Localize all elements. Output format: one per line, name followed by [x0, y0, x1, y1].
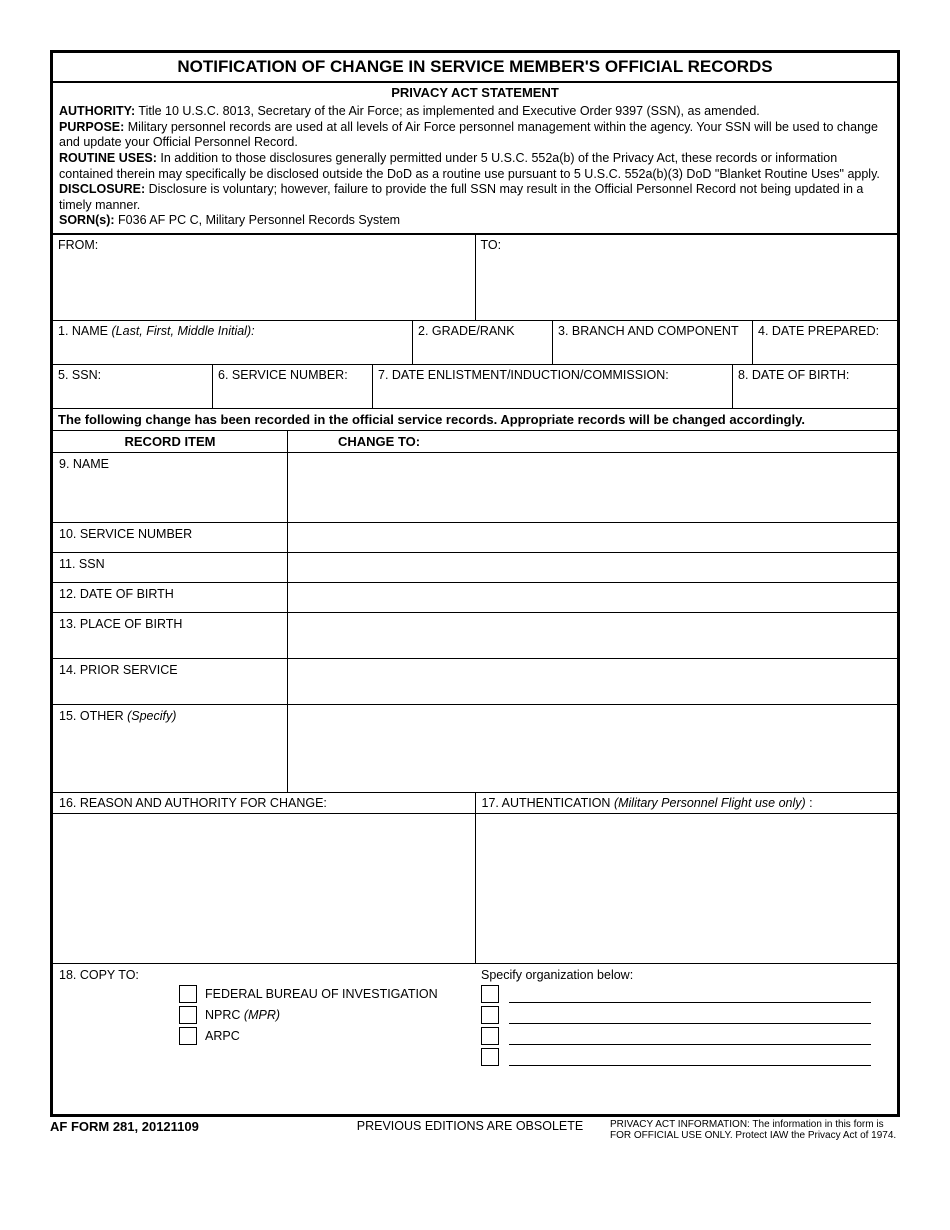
nprc-text: NPRC [205, 1008, 244, 1022]
name-label: 1. NAME [58, 324, 112, 338]
disclosure-label: DISCLOSURE: [59, 182, 145, 196]
ssn-field[interactable]: 5. SSN: [53, 365, 213, 408]
copy-to-left: 18. COPY TO: FEDERAL BUREAU OF INVESTIGA… [53, 964, 475, 1114]
org-checkbox-2[interactable] [481, 1006, 499, 1024]
name-field[interactable]: 1. NAME (Last, First, Middle Initial): [53, 321, 413, 364]
authority-label: AUTHORITY: [59, 104, 135, 118]
checkbox-row-arpc: ARPC [179, 1027, 469, 1045]
record-11-label: 11. SSN [53, 553, 288, 582]
org-line-3[interactable] [509, 1027, 871, 1045]
record-10-label: 10. SERVICE NUMBER [53, 523, 288, 552]
branch-field[interactable]: 3. BRANCH AND COMPONENT [553, 321, 753, 364]
routine-text: In addition to those disclosures general… [59, 151, 880, 181]
form-id: AF FORM 281, 20121109 [50, 1119, 330, 1141]
copy-to-label: 18. COPY TO: [59, 968, 469, 982]
auth-colon: : [806, 796, 813, 810]
form-title: NOTIFICATION OF CHANGE IN SERVICE MEMBER… [53, 53, 897, 83]
from-label: FROM: [58, 238, 98, 252]
nprc-label: NPRC (MPR) [205, 1008, 280, 1022]
auth-hint: (Military Personnel Flight use only) [614, 796, 806, 810]
name-hint: (Last, First, Middle Initial): [112, 324, 255, 338]
row-ssn-service: 5. SSN: 6. SERVICE NUMBER: 7. DATE ENLIS… [53, 365, 897, 409]
record-row-prior-service: 14. PRIOR SERVICE [53, 659, 897, 705]
org-line-1[interactable] [509, 985, 871, 1003]
record-11-value[interactable] [288, 553, 897, 582]
record-15-label: 15. OTHER (Specify) [53, 705, 288, 792]
obsolete-notice: PREVIOUS EDITIONS ARE OBSOLETE [330, 1119, 610, 1141]
org-row-4 [481, 1048, 891, 1066]
reason-auth-body-row [53, 814, 897, 964]
authority-text: Title 10 U.S.C. 8013, Secretary of the A… [135, 104, 760, 118]
date-prepared-field[interactable]: 4. DATE PREPARED: [753, 321, 897, 364]
record-header-row: RECORD ITEM CHANGE TO: [53, 431, 897, 453]
org-checkbox-1[interactable] [481, 985, 499, 1003]
to-label: TO: [481, 238, 502, 252]
record-10-value[interactable] [288, 523, 897, 552]
record-item-header: RECORD ITEM [53, 431, 288, 452]
record-13-value[interactable] [288, 613, 897, 658]
record-15-value[interactable] [288, 705, 897, 792]
authentication-field[interactable] [476, 814, 898, 963]
change-to-header: CHANGE TO: [288, 431, 897, 452]
record-row-name: 9. NAME [53, 453, 897, 523]
record-9-value[interactable] [288, 453, 897, 522]
copy-to-right: Specify organization below: [475, 964, 897, 1114]
auth-text: 17. AUTHENTICATION [482, 796, 614, 810]
service-number-field[interactable]: 6. SERVICE NUMBER: [213, 365, 373, 408]
sorn-label: SORN(s): [59, 213, 115, 227]
fbi-label: FEDERAL BUREAU OF INVESTIGATION [205, 987, 438, 1001]
record-14-value[interactable] [288, 659, 897, 704]
reason-field[interactable] [53, 814, 476, 963]
record-12-value[interactable] [288, 583, 897, 612]
org-row-3 [481, 1027, 891, 1045]
record-row-ssn: 11. SSN [53, 553, 897, 583]
org-row-1 [481, 985, 891, 1003]
privacy-act-body: AUTHORITY: Title 10 U.S.C. 8013, Secreta… [53, 102, 897, 235]
grade-rank-field[interactable]: 2. GRADE/RANK [413, 321, 553, 364]
org-line-4[interactable] [509, 1048, 871, 1066]
record-14-label: 14. PRIOR SERVICE [53, 659, 288, 704]
record-15-text: 15. OTHER [59, 709, 127, 723]
org-checkbox-3[interactable] [481, 1027, 499, 1045]
record-row-service-number: 10. SERVICE NUMBER [53, 523, 897, 553]
org-checkbox-4[interactable] [481, 1048, 499, 1066]
checkbox-row-fbi: FEDERAL BUREAU OF INVESTIGATION [179, 985, 469, 1003]
org-line-2[interactable] [509, 1006, 871, 1024]
sorn-text: F036 AF PC C, Military Personnel Records… [115, 213, 401, 227]
record-12-label: 12. DATE OF BIRTH [53, 583, 288, 612]
org-row-2 [481, 1006, 891, 1024]
arpc-checkbox[interactable] [179, 1027, 197, 1045]
nprc-checkbox[interactable] [179, 1006, 197, 1024]
form-footer: AF FORM 281, 20121109 PREVIOUS EDITIONS … [50, 1119, 900, 1141]
record-row-other: 15. OTHER (Specify) [53, 705, 897, 793]
copy-to-section: 18. COPY TO: FEDERAL BUREAU OF INVESTIGA… [53, 964, 897, 1114]
purpose-text: Military personnel records are used at a… [59, 120, 878, 150]
from-field[interactable]: FROM: [53, 235, 476, 320]
authentication-label: 17. AUTHENTICATION (Military Personnel F… [476, 793, 898, 813]
enlistment-date-field[interactable]: 7. DATE ENLISTMENT/INDUCTION/COMMISSION: [373, 365, 733, 408]
record-15-hint: (Specify) [127, 709, 176, 723]
checkbox-row-nprc: NPRC (MPR) [179, 1006, 469, 1024]
record-row-dob: 12. DATE OF BIRTH [53, 583, 897, 613]
to-field[interactable]: TO: [476, 235, 898, 320]
fbi-checkbox[interactable] [179, 985, 197, 1003]
row-name-grade: 1. NAME (Last, First, Middle Initial): 2… [53, 321, 897, 365]
record-9-label: 9. NAME [53, 453, 288, 522]
record-13-label: 13. PLACE OF BIRTH [53, 613, 288, 658]
purpose-label: PURPOSE: [59, 120, 124, 134]
disclosure-text: Disclosure is voluntary; however, failur… [59, 182, 863, 212]
reason-label: 16. REASON AND AUTHORITY FOR CHANGE: [53, 793, 476, 813]
record-row-pob: 13. PLACE OF BIRTH [53, 613, 897, 659]
specify-org-label: Specify organization below: [481, 968, 891, 982]
arpc-label: ARPC [205, 1029, 240, 1043]
from-to-row: FROM: TO: [53, 235, 897, 321]
privacy-footer-note: PRIVACY ACT INFORMATION: The information… [610, 1119, 900, 1141]
routine-label: ROUTINE USES: [59, 151, 157, 165]
nprc-hint: (MPR) [244, 1008, 280, 1022]
form-container: NOTIFICATION OF CHANGE IN SERVICE MEMBER… [50, 50, 900, 1117]
dob-field[interactable]: 8. DATE OF BIRTH: [733, 365, 897, 408]
privacy-act-header: PRIVACY ACT STATEMENT [53, 83, 897, 102]
reason-auth-header-row: 16. REASON AND AUTHORITY FOR CHANGE: 17.… [53, 793, 897, 814]
change-notice: The following change has been recorded i… [53, 409, 897, 431]
